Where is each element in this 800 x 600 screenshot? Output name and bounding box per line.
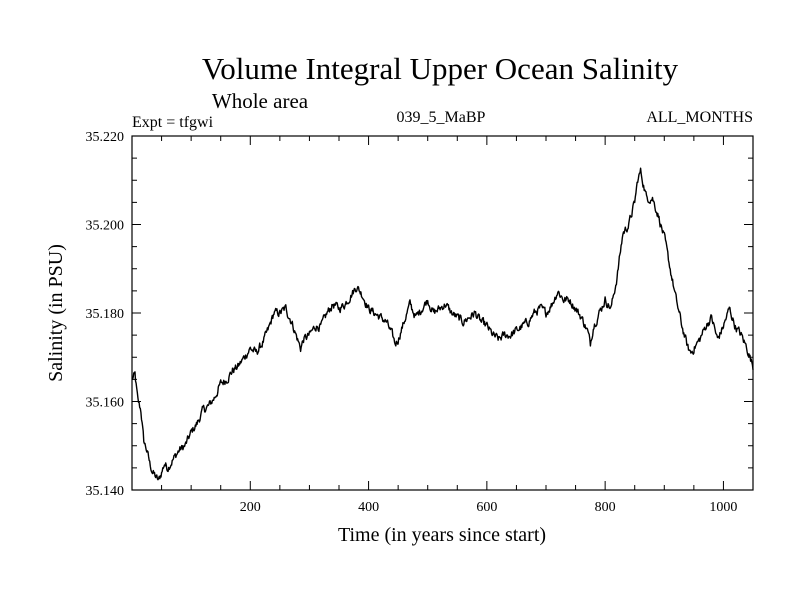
- x-tick-label: 400: [358, 500, 379, 515]
- period-label: ALL_MONTHS: [646, 109, 753, 126]
- experiment-label: Expt = tfgwi: [132, 114, 214, 131]
- x-axis-tick-labels: 200 400 600 800 1000: [240, 500, 738, 515]
- salinity-series-line: [131, 167, 754, 481]
- x-tick-label: 1000: [709, 500, 737, 515]
- y-tick-label: 35.140: [86, 484, 125, 499]
- run-label: 039_5_MaBP: [397, 109, 486, 126]
- y-axis-label: Salinity (in PSU): [45, 244, 67, 382]
- y-tick-label: 35.180: [86, 307, 125, 322]
- x-tick-label: 800: [595, 500, 616, 515]
- chart-subtitle: Whole area: [212, 89, 309, 113]
- y-tick-label: 35.220: [86, 130, 125, 145]
- y-axis-ticks: [132, 157, 753, 469]
- x-axis-ticks: [161, 136, 724, 490]
- y-tick-label: 35.200: [86, 219, 125, 234]
- chart-title: Volume Integral Upper Ocean Salinity: [202, 51, 679, 86]
- x-tick-label: 600: [476, 500, 497, 515]
- plot-frame: [131, 135, 754, 491]
- y-axis-tick-labels: 35.140 35.160 35.180 35.200 35.220: [86, 130, 125, 499]
- x-axis-label: Time (in years since start): [338, 524, 546, 546]
- y-tick-label: 35.160: [86, 396, 125, 411]
- x-tick-label: 200: [240, 500, 261, 515]
